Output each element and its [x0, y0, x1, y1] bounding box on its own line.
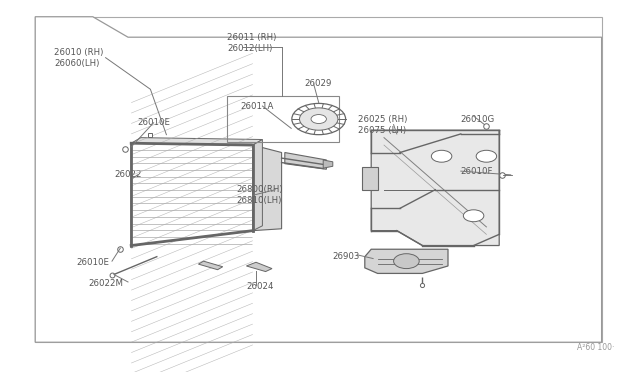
Text: 26010G: 26010G: [461, 115, 495, 124]
Polygon shape: [253, 145, 282, 231]
Polygon shape: [131, 138, 262, 145]
Circle shape: [394, 254, 419, 269]
Text: 26010E: 26010E: [77, 258, 110, 267]
Text: 26010F: 26010F: [461, 167, 493, 176]
Text: 26024: 26024: [246, 282, 274, 291]
Circle shape: [311, 115, 326, 124]
Text: 26029: 26029: [304, 79, 332, 88]
Circle shape: [476, 150, 497, 162]
Text: 26011A: 26011A: [240, 102, 273, 110]
Polygon shape: [131, 143, 253, 246]
Text: 26011 (RH)
26012(LH): 26011 (RH) 26012(LH): [227, 33, 276, 53]
Polygon shape: [371, 130, 499, 246]
Polygon shape: [362, 167, 378, 190]
Text: A²60 100·: A²60 100·: [577, 343, 614, 352]
Text: 26010 (RH)
26060(LH): 26010 (RH) 26060(LH): [54, 48, 104, 68]
Polygon shape: [253, 140, 262, 231]
Text: 26903: 26903: [333, 252, 360, 261]
Text: 26800(RH)
26810(LH): 26800(RH) 26810(LH): [237, 185, 284, 205]
Circle shape: [431, 150, 452, 162]
Circle shape: [463, 210, 484, 222]
Polygon shape: [323, 160, 333, 168]
Polygon shape: [365, 249, 448, 273]
Text: 26022: 26022: [114, 170, 141, 179]
Bar: [227, 96, 339, 142]
Polygon shape: [246, 262, 272, 272]
Text: 26010E: 26010E: [138, 118, 171, 127]
Polygon shape: [35, 17, 602, 342]
Text: 26022M: 26022M: [88, 279, 124, 288]
Polygon shape: [198, 261, 223, 270]
Circle shape: [300, 108, 338, 130]
Polygon shape: [285, 153, 326, 169]
Text: 26025 (RH)
26075 (LH): 26025 (RH) 26075 (LH): [358, 115, 408, 135]
Bar: [35, 17, 602, 342]
